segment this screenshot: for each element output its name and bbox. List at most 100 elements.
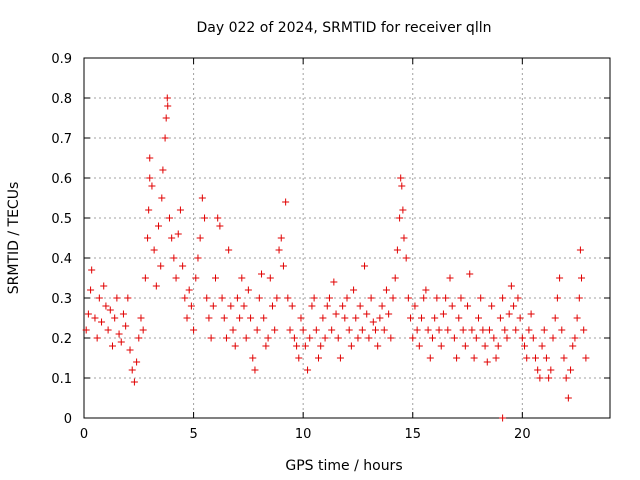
y-tick-label: 0.3 (51, 292, 72, 307)
data-point (163, 94, 171, 102)
data-point (268, 302, 276, 310)
data-point (155, 222, 163, 230)
data-point (162, 114, 170, 122)
data-point (334, 334, 342, 342)
data-point (141, 274, 149, 282)
data-point (341, 314, 349, 322)
plot-frame (83, 57, 611, 419)
data-point (418, 314, 426, 322)
data-point (146, 154, 154, 162)
data-point (540, 326, 548, 334)
data-point (242, 334, 250, 342)
data-point (220, 314, 228, 322)
data-point (264, 334, 272, 342)
data-point (464, 302, 472, 310)
data-point (286, 326, 294, 334)
data-point (95, 294, 103, 302)
data-point (98, 318, 106, 326)
data-point (126, 346, 134, 354)
data-points (82, 94, 590, 422)
data-point (527, 310, 535, 318)
data-point (446, 274, 454, 282)
data-point (222, 334, 230, 342)
data-point (319, 314, 327, 322)
data-point (288, 302, 296, 310)
data-point (569, 342, 577, 350)
data-point (310, 294, 318, 302)
x-axis-label: GPS time / hours (285, 458, 402, 474)
y-axis-label: SRMTID / TECUs (6, 182, 22, 295)
data-point (312, 326, 320, 334)
data-point (227, 302, 235, 310)
data-point (361, 262, 369, 270)
data-point (119, 310, 127, 318)
data-point (521, 342, 529, 350)
data-point (339, 302, 347, 310)
data-point (385, 310, 393, 318)
data-point (87, 286, 95, 294)
data-point (104, 326, 112, 334)
data-point (573, 314, 581, 322)
data-point (483, 358, 491, 366)
data-point (507, 282, 515, 290)
data-point (505, 310, 513, 318)
data-point (91, 314, 99, 322)
data-point (130, 378, 138, 386)
data-point (198, 194, 206, 202)
data-point (187, 302, 195, 310)
data-point (332, 310, 340, 318)
data-point (529, 334, 537, 342)
data-point (433, 294, 441, 302)
data-point (216, 222, 224, 230)
data-point (525, 326, 533, 334)
data-point (453, 354, 461, 362)
data-point (575, 294, 583, 302)
data-point (461, 342, 469, 350)
data-point (442, 294, 450, 302)
data-point (343, 294, 351, 302)
data-point (328, 326, 336, 334)
data-point (512, 326, 520, 334)
data-point (282, 198, 290, 206)
data-point (457, 294, 465, 302)
y-tick-label: 0.9 (51, 52, 72, 67)
data-point (325, 294, 333, 302)
data-point (448, 302, 456, 310)
data-point (157, 262, 165, 270)
data-point (496, 314, 504, 322)
data-point (161, 134, 169, 142)
data-point (479, 326, 487, 334)
data-point (290, 334, 298, 342)
y-tick-label: 0.6 (51, 172, 72, 187)
data-point (407, 314, 415, 322)
data-point (170, 254, 178, 262)
y-axis-ticks: 0 0.1 0.2 0.3 0.4 0.5 0.6 0.7 0.8 0.9 (51, 52, 610, 427)
data-point (93, 334, 101, 342)
data-point (247, 314, 255, 322)
y-tick-label: 0.1 (51, 372, 72, 387)
data-point (176, 206, 184, 214)
data-point (205, 314, 213, 322)
y-tick-label: 0.2 (51, 332, 72, 347)
data-point (295, 354, 303, 362)
data-point (284, 294, 292, 302)
data-point (158, 194, 166, 202)
data-point (358, 326, 366, 334)
x-axis-ticks: 0 5 10 15 20 (80, 58, 531, 442)
data-point (273, 294, 281, 302)
data-point (229, 326, 237, 334)
data-point (503, 334, 511, 342)
data-point (262, 342, 270, 350)
data-point (133, 358, 141, 366)
data-point (139, 326, 147, 334)
data-point (376, 314, 384, 322)
data-point (212, 274, 219, 282)
data-point (190, 326, 198, 334)
data-point (398, 182, 406, 190)
data-point (181, 294, 189, 302)
data-point (207, 334, 215, 342)
data-point (164, 102, 172, 110)
data-point (365, 334, 373, 342)
data-point (439, 310, 447, 318)
